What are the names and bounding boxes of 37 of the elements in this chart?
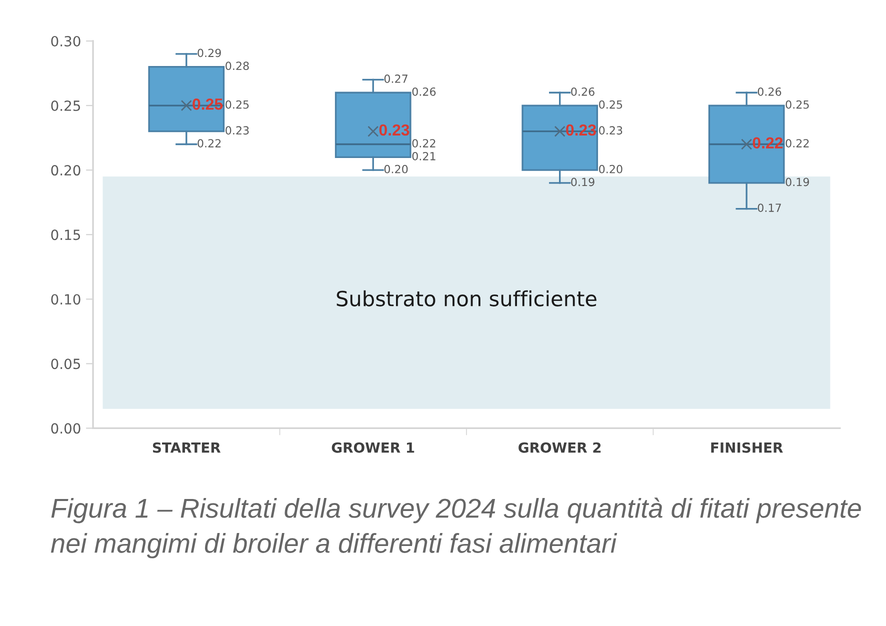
annotation: 0.22 — [786, 139, 809, 148]
y-tick-label: 0.00 — [51, 423, 80, 434]
band-label: Substrato non sufficiente — [336, 290, 596, 306]
y-tick-label: 0.20 — [51, 165, 80, 176]
annotation: 0.25 — [786, 100, 809, 109]
y-tick-label: 0.10 — [51, 294, 80, 305]
annotation: 0.26 — [758, 87, 782, 96]
annotation: 0.22 — [752, 137, 783, 149]
annotation: 0.19 — [571, 178, 594, 186]
x-tick-label: GROWER 1 — [332, 442, 414, 453]
annotation: 0.27 — [384, 74, 408, 83]
y-tick-label: 0.30 — [51, 36, 80, 46]
annotation: 0.23 — [379, 124, 410, 136]
annotation: 0.20 — [599, 164, 622, 174]
annotation: 0.20 — [384, 164, 408, 174]
annotation: 0.22 — [412, 139, 436, 148]
annotation: 0.23 — [226, 126, 249, 135]
annotation: 0.23 — [599, 126, 622, 135]
annotation: 0.23 — [566, 124, 596, 136]
annotation: 0.17 — [758, 204, 781, 212]
text: Figura 1 – Risultati della survey 2024 sulla quantità di fitati presente nei mangimi di broiler a differenti fasi alimentari — [50, 498, 861, 558]
annotation: 0.29 — [198, 48, 221, 58]
annotation: 0.21 — [412, 152, 436, 160]
annotation: 0.28 — [226, 62, 249, 70]
x-tick-label: GROWER 2 — [518, 442, 601, 453]
annotation: 0.25 — [226, 100, 249, 109]
annotation: 0.22 — [198, 139, 221, 148]
y-tick-label: 0.15 — [51, 230, 80, 240]
annotation: 0.26 — [412, 87, 436, 96]
annotation: 0.19 — [786, 178, 809, 186]
annotation: 0.25 — [599, 100, 622, 109]
annotation: 0.26 — [571, 87, 594, 96]
y-tick-label: 0.25 — [51, 100, 80, 112]
x-tick-label: STARTER — [152, 442, 221, 453]
annotation: 0.25 — [192, 98, 223, 110]
x-tick-label: FINISHER — [711, 442, 783, 453]
y-tick-label: 0.05 — [51, 358, 80, 370]
